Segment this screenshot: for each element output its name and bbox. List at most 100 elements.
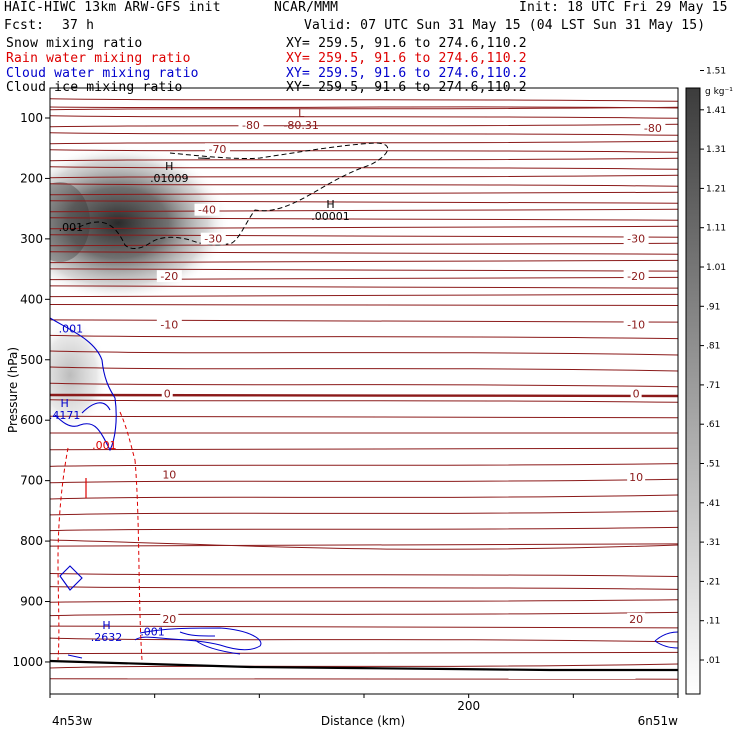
temperature-label: -10 (160, 319, 178, 332)
temperature-isoline (50, 285, 678, 289)
freezing-level-isoline (50, 393, 678, 398)
temperature-label-bg (623, 232, 649, 245)
temperature-isoline (50, 293, 678, 298)
cloud-water-contour-upper (50, 317, 117, 452)
temperature-isoline (50, 350, 678, 356)
y-axis-label: Pressure (hPa) (6, 347, 20, 433)
y-tick-label: 700 (20, 474, 43, 488)
temperature-label: -80 (242, 119, 260, 132)
extremum-value: -80.31 (283, 119, 318, 132)
colorbar-tick-label: 1.01 (706, 263, 726, 273)
y-axis: 100 200 300 400 500 600 700 800 900 1000 (12, 111, 50, 669)
temperature-isoline (50, 268, 678, 272)
temperature-label-bg (623, 270, 649, 283)
colorbar-tick-label: 1.31 (706, 145, 726, 155)
model-title: HAIC-HIWC 13km ARW-GFS init (4, 0, 221, 15)
snow-ice-shading-upper (50, 145, 230, 301)
temperature-isoline (50, 304, 678, 306)
temperature-isoline (50, 478, 678, 484)
cloud-water-contour-right (654, 631, 678, 649)
colorbar-tick-label: 1.41 (706, 106, 726, 116)
fcst-label: Fcst: (4, 18, 45, 33)
field-snow-xy: XY= 259.5, 91.6 to 274.6,110.2 (286, 36, 527, 51)
cloud-water-contour-lower (134, 627, 262, 655)
temperature-label-bg (200, 232, 226, 245)
field-cloudwater-label: Cloud water mixing ratio (6, 66, 199, 81)
mixing-ratio-label: .001 (140, 625, 165, 638)
x-axis: 200 (49, 694, 679, 713)
colorbar-tick-label: 1.21 (706, 184, 726, 194)
colorbar-tick-label: .31 (706, 538, 720, 548)
extremum-value: .4171 (49, 409, 81, 422)
terrain-line (50, 659, 678, 672)
temperature-label: 0 (633, 387, 640, 400)
temperature-label: -40 (198, 204, 216, 217)
temperature-isoline (50, 526, 678, 532)
temperature-label-bg (640, 122, 666, 135)
temperature-isoline (50, 586, 678, 590)
colorbar-ticks: .01 .11 .21 .31 .41 .51 .61 .71 .81 .91 1.01 1.11 1.… (700, 67, 726, 666)
y-tick-label: 800 (20, 534, 43, 548)
temperature-isoline (50, 611, 678, 617)
temperature-isoline (50, 510, 678, 516)
colorbar-tick-label: 1.11 (706, 224, 726, 234)
temperature-isoline (50, 157, 678, 162)
temperature-label-bg (160, 612, 179, 625)
temperature-label: -10 (627, 319, 645, 332)
field-rain-label: Rain water mixing ratio (6, 51, 191, 66)
y-tick-label: 500 (20, 353, 43, 367)
temperature-isoline (50, 494, 678, 500)
temperature-label-bg (161, 387, 173, 400)
y-tick-label: 200 (20, 171, 43, 185)
y-tick-label: 400 (20, 292, 43, 306)
colorbar-tick-label: .81 (706, 342, 720, 352)
temperature-isoline (50, 276, 678, 281)
temperature-label: 20 (162, 613, 176, 626)
temperature-isoline (50, 463, 678, 467)
x-left-endpoint: 4n53w (52, 714, 93, 728)
colorbar-tick-label: .01 (706, 656, 720, 666)
temperature-label-bg (627, 612, 646, 625)
temperature-label: -70 (208, 143, 226, 156)
x-axis-label: Distance (km) (321, 714, 405, 728)
temperature-label: -30 (627, 233, 645, 246)
temperature-isoline (50, 399, 678, 403)
colorbar-tick-label: .91 (706, 302, 720, 312)
temperature-label: 10 (629, 471, 643, 484)
colorbar-tick-label: .51 (706, 460, 720, 470)
temperature-label: 0 (164, 387, 171, 400)
extremum-letter: H (165, 160, 173, 173)
cloud-water-shading (50, 320, 108, 430)
temperature-label: -80 (644, 122, 662, 135)
temperature-label-bg (630, 387, 642, 400)
temperature-isoline (50, 543, 678, 547)
extremum-value: .01009 (150, 172, 189, 185)
temperature-label-bg (156, 318, 182, 331)
valid-time: Valid: 07 UTC Sun 31 May 15 (04 LST Sun … (304, 18, 706, 33)
field-rain-xy: XY= 259.5, 91.6 to 274.6,110.2 (286, 51, 527, 66)
extremum-value: .00001 (311, 210, 350, 223)
org-label: NCAR/MMM (274, 0, 339, 15)
temperature-label: 10 (162, 468, 176, 481)
temperature-label-bg (627, 470, 646, 483)
temperature-isoline (50, 319, 678, 323)
temperature-isoline (50, 447, 678, 451)
y-tick-label: 1000 (12, 655, 43, 669)
extremum-letter: H (102, 619, 110, 632)
extremum-letter: H (326, 198, 334, 211)
temperature-label-bg (156, 270, 182, 283)
extremum-letter: H (61, 397, 69, 410)
temperature-isoline (50, 123, 678, 128)
temperature-isoline (50, 382, 678, 388)
extremum-value: .2632 (91, 631, 123, 644)
temperature-isoline (50, 415, 678, 419)
temperature-isoline (50, 599, 678, 603)
y-tick-label: 600 (20, 413, 43, 427)
colorbar-unit: g kg⁻¹ (705, 87, 733, 97)
temperature-isoline (50, 183, 678, 187)
colorbar-tick-label: .11 (706, 617, 720, 627)
temperature-isoline (50, 663, 678, 669)
colorbar-tick-label: .21 (706, 577, 720, 587)
temperature-label: -20 (160, 270, 178, 283)
